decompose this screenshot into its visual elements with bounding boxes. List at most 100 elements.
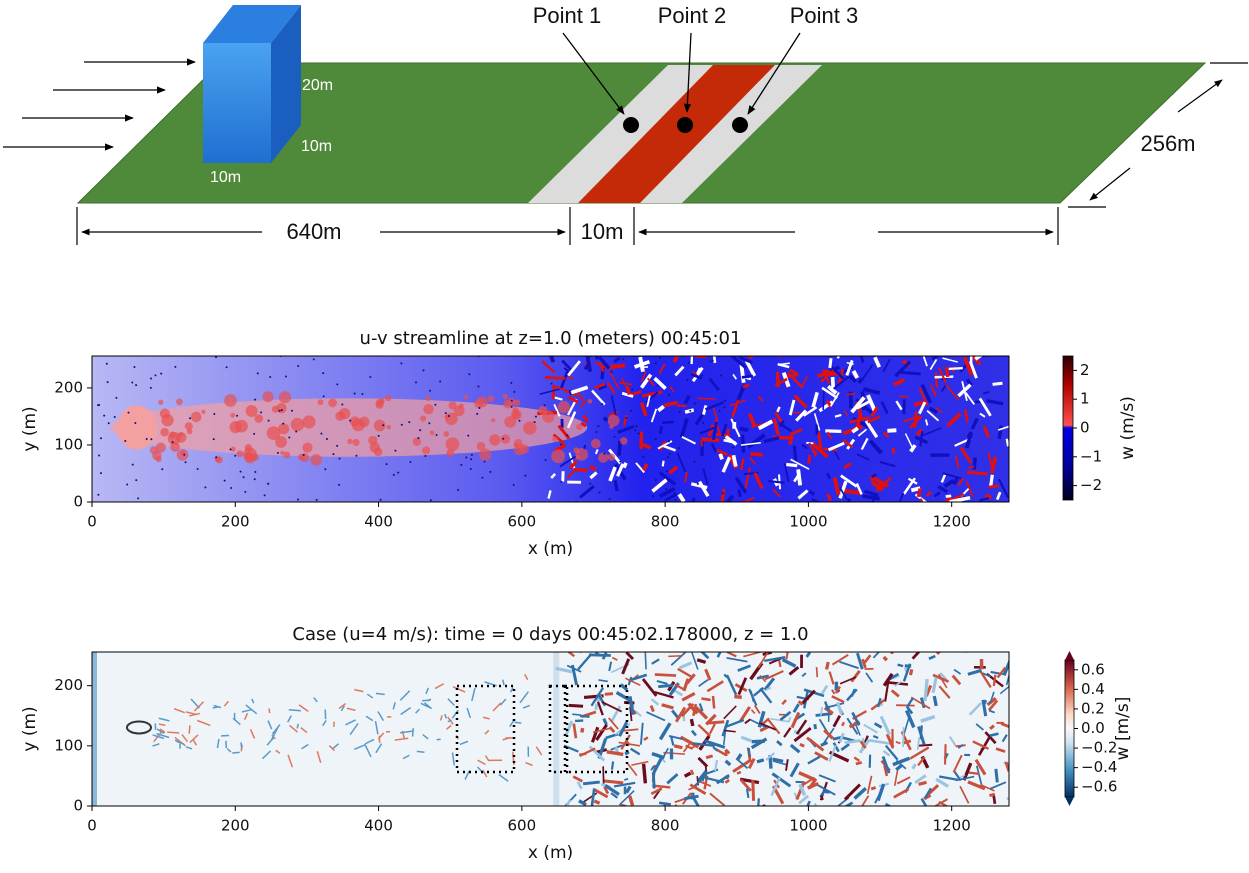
streak [913, 411, 918, 428]
streak [987, 452, 995, 473]
vortex-streak [499, 698, 507, 706]
streak [772, 417, 780, 436]
particle [673, 492, 676, 495]
turbulence-streak [689, 769, 695, 776]
streak [606, 381, 616, 394]
turbulence-streak [698, 703, 704, 712]
colorbar-tick-label: 0.0 [1081, 719, 1105, 737]
particle [724, 399, 727, 402]
turbulence-streak [750, 718, 768, 729]
vortex-streak [365, 715, 374, 722]
particle [447, 414, 450, 417]
turbulence-streak [944, 744, 947, 765]
particle [215, 356, 218, 359]
turbulence-streak [989, 792, 996, 798]
wake-blob [384, 394, 392, 402]
streak [900, 370, 921, 376]
turbulence-streak [968, 771, 980, 775]
particle [349, 419, 352, 422]
turbulence-streak [828, 671, 835, 685]
turbulence-streak [831, 689, 836, 695]
wake-blob [278, 391, 291, 404]
turbulence-streak [819, 795, 824, 801]
turbulence-streak [859, 740, 867, 749]
dimension-label: 256m [1140, 131, 1195, 156]
particle [353, 392, 356, 395]
streak [566, 411, 577, 429]
streak [922, 356, 928, 367]
streak [789, 428, 803, 437]
turbulence-streak [972, 740, 990, 750]
particle [103, 414, 106, 417]
particle [113, 415, 116, 418]
turbulence-streak [765, 752, 776, 761]
particle [665, 470, 668, 473]
streak [658, 363, 666, 375]
turbulence-streak [656, 679, 668, 685]
turbulence-streak [593, 799, 601, 805]
particle [385, 463, 388, 466]
vortex-streak [173, 708, 186, 714]
streak [870, 498, 876, 502]
particle [302, 454, 305, 457]
streak [712, 421, 718, 441]
particle [722, 492, 725, 495]
particle [161, 468, 164, 471]
turbulence-streak [747, 757, 756, 769]
turbulence-streak [753, 705, 761, 715]
streak [984, 493, 992, 500]
streak [857, 377, 864, 385]
turbulence-streak [824, 701, 830, 711]
turbulence-streak [572, 775, 584, 783]
streak [922, 427, 942, 437]
streak [948, 367, 963, 370]
wake-blob [422, 446, 431, 455]
turbulence-streak [724, 779, 730, 784]
vortex-streak [156, 732, 170, 739]
turbulence-streak [666, 773, 679, 785]
vortex-streak [445, 724, 452, 730]
wake-blob [448, 401, 457, 410]
particle [135, 384, 138, 387]
streak [702, 468, 709, 486]
turbulence-streak [601, 701, 623, 713]
vortex-streak [524, 673, 529, 681]
turbulence-streak [696, 769, 708, 783]
particle [135, 479, 138, 482]
vortex-streak [345, 719, 356, 726]
particle [718, 409, 721, 412]
particle [236, 414, 239, 417]
streak [677, 493, 686, 502]
turbulence-streak [726, 657, 748, 663]
streak [992, 381, 1003, 386]
turbulence-streak [625, 785, 632, 794]
turbulence-streak [932, 695, 938, 707]
streak [893, 378, 906, 387]
vortex-streak [240, 742, 243, 749]
particle [284, 375, 287, 378]
particle [107, 422, 110, 425]
turbulence-streak [631, 760, 649, 766]
turbulence-streak [797, 700, 804, 706]
vortex-streak [185, 746, 193, 750]
streak [710, 443, 718, 453]
streak [918, 387, 929, 406]
particle [723, 406, 726, 409]
turbulence-streak [937, 673, 948, 689]
vortex-streak [266, 737, 275, 746]
streak [724, 435, 738, 446]
particle [613, 435, 616, 438]
wake-blob [489, 434, 501, 446]
road [578, 65, 775, 203]
turbulence-streak [679, 735, 700, 749]
field [92, 356, 1009, 502]
vortex-streak [484, 755, 490, 762]
particle [603, 452, 606, 455]
streak [879, 461, 896, 468]
streak [726, 428, 730, 436]
turbulence-streak [863, 723, 878, 734]
streak [639, 401, 648, 417]
turbulence-streak [641, 678, 658, 697]
particle [629, 409, 632, 412]
turbulence-streak [696, 658, 707, 664]
